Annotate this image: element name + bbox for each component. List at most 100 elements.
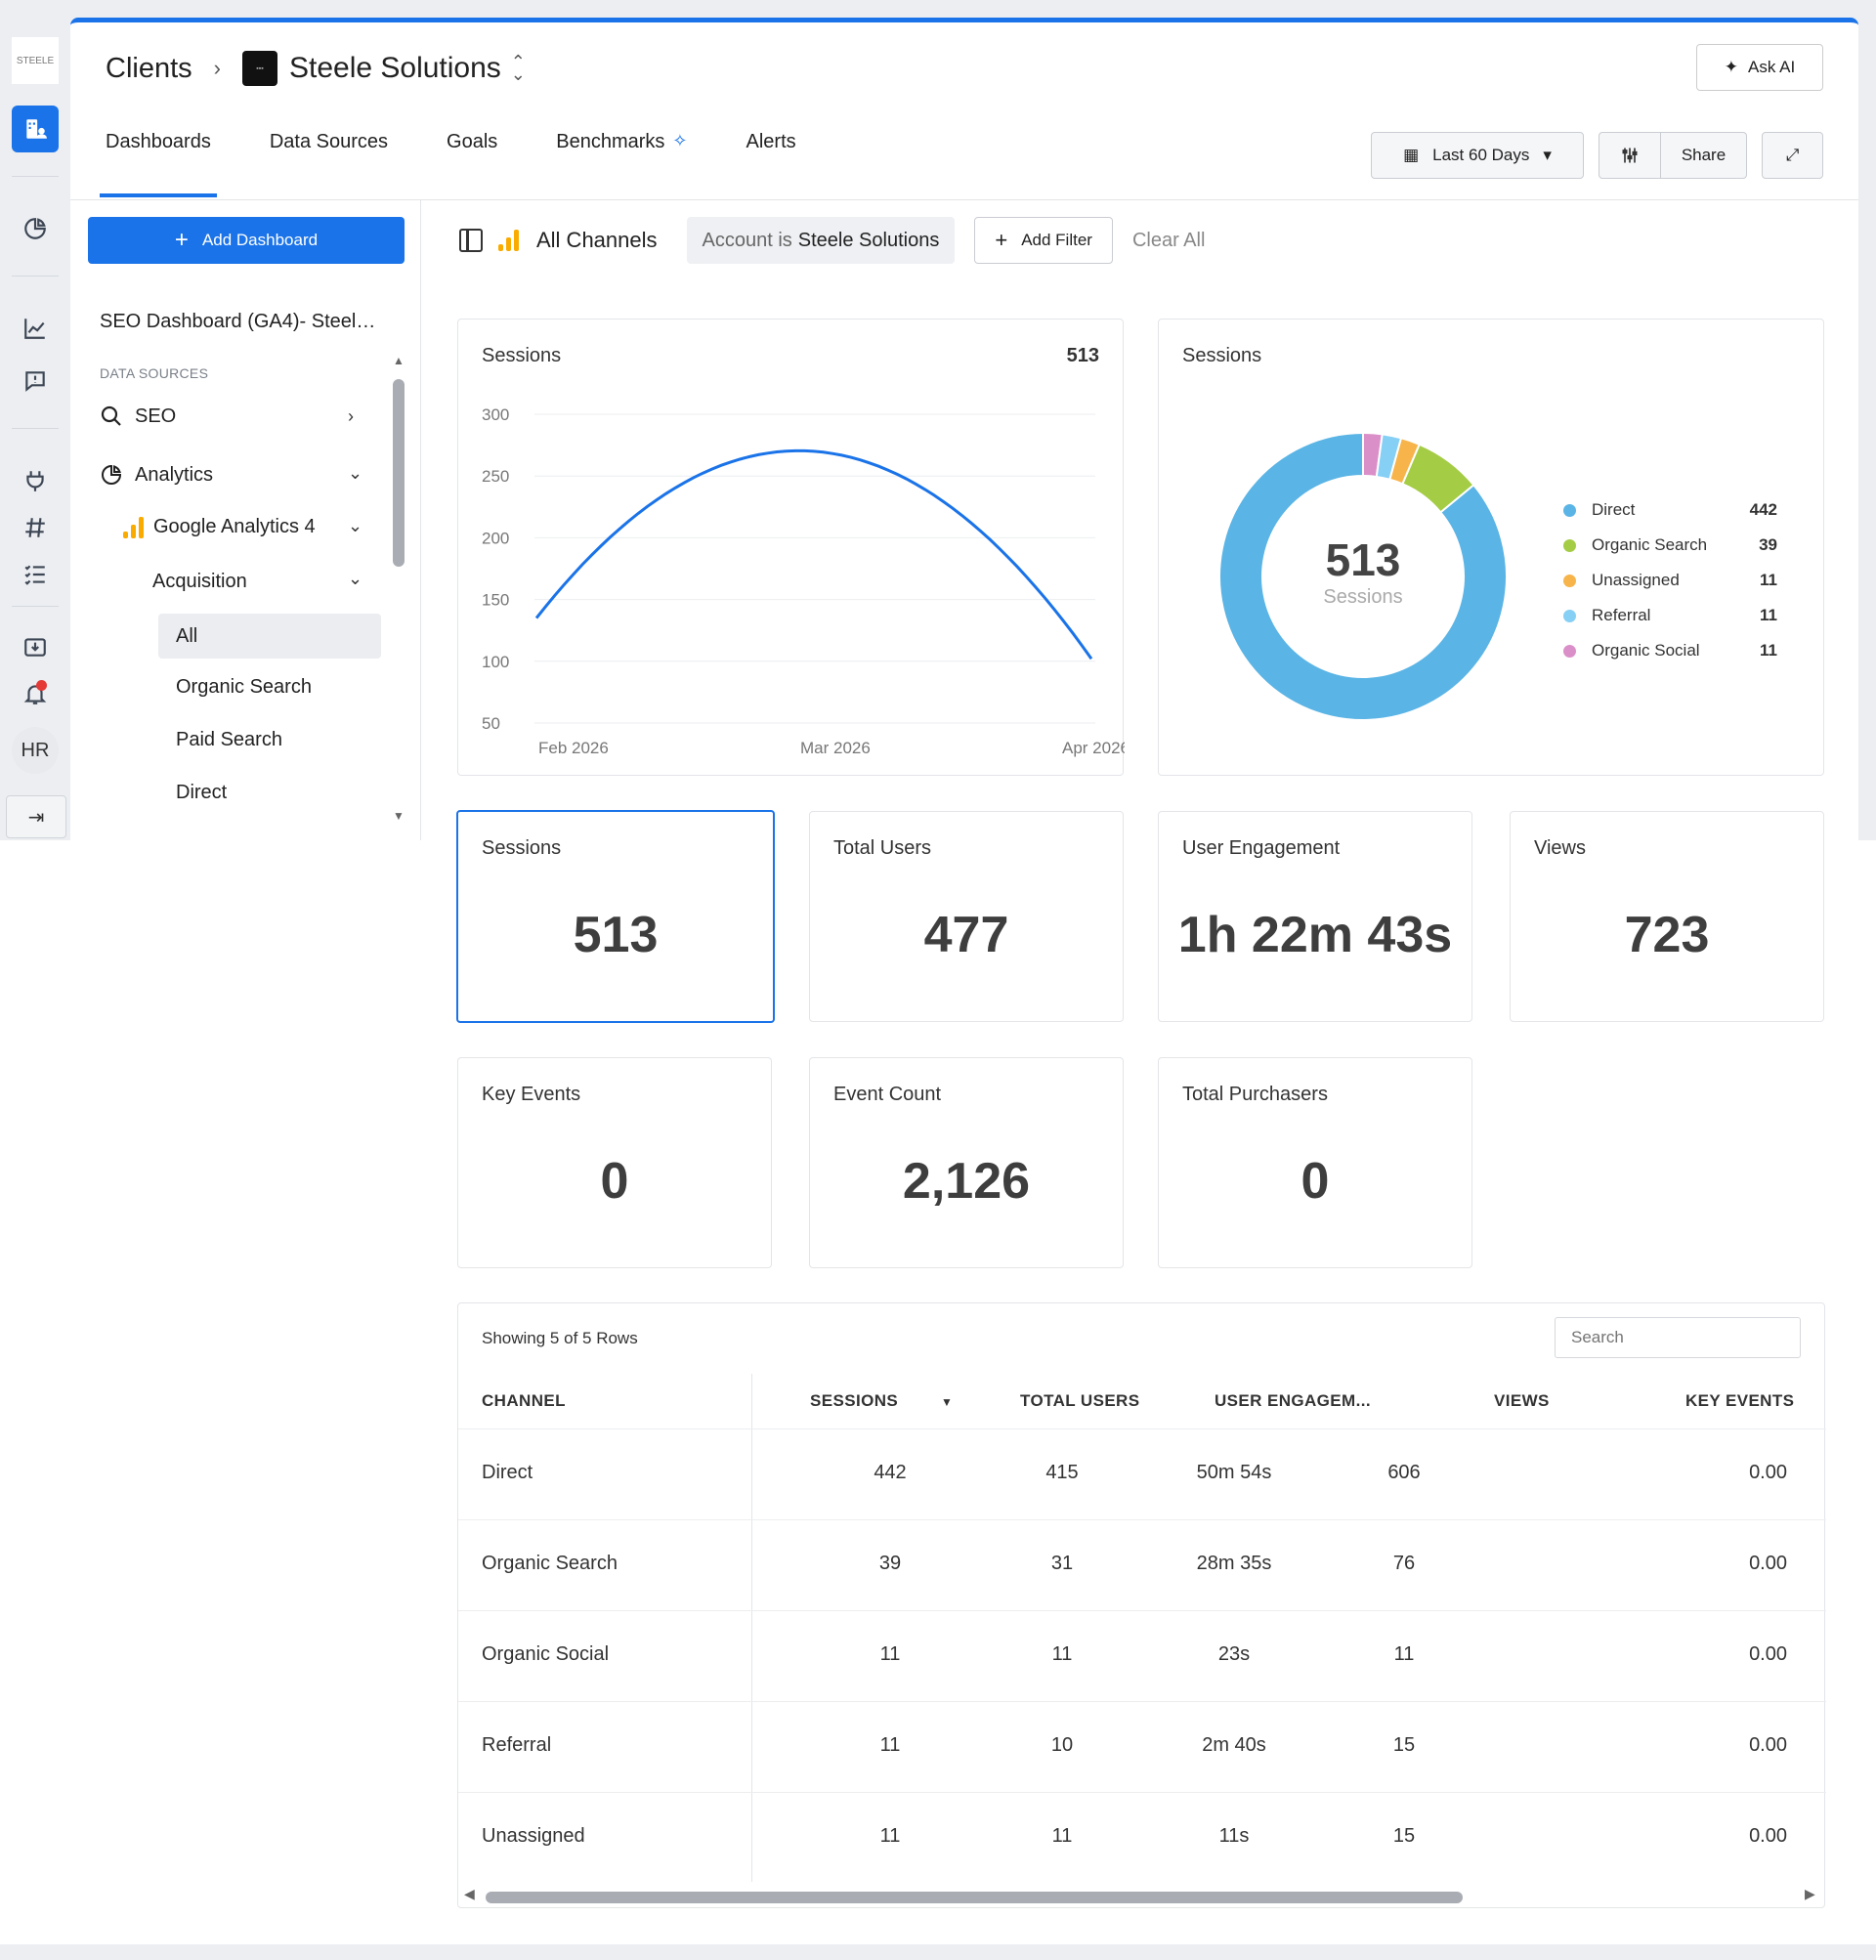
settings-sliders-button[interactable] (1599, 132, 1661, 179)
account-filter-chip[interactable]: Account is Steele Solutions (686, 217, 956, 264)
add-filter-button[interactable]: + Add Filter (974, 217, 1113, 264)
chevron-down-icon[interactable]: ⌄ (348, 516, 363, 535)
table-row[interactable]: Unassigned 11 11 11s 15 0.00 (458, 1792, 1826, 1883)
nav-acquisition[interactable]: Acquisition (152, 571, 247, 593)
column-header-user-engagement[interactable]: USER ENGAGEM... (1215, 1391, 1371, 1410)
table-row[interactable]: Organic Social 11 11 23s 11 0.00 (458, 1610, 1826, 1701)
metric-value: 513 (573, 907, 659, 963)
breadcrumb-clients[interactable]: Clients (106, 52, 192, 84)
chevron-right-icon[interactable]: › (348, 406, 354, 426)
table-row[interactable]: Referral 11 10 2m 40s 15 0.00 (458, 1701, 1826, 1792)
tab-goals[interactable]: Goals (447, 131, 497, 199)
star-sparkle-icon: ✧ (672, 131, 688, 150)
date-range-label: Last 60 Days (1432, 146, 1530, 164)
checklist-icon[interactable] (12, 551, 59, 598)
legend-dot (1563, 609, 1576, 622)
metric-views[interactable]: Views 723 (1510, 811, 1824, 1022)
nav-analytics[interactable]: Analytics (100, 463, 213, 487)
chevron-down-icon[interactable]: ⌄ (348, 463, 363, 483)
nav-item-direct[interactable]: Direct (176, 782, 227, 804)
table-cell: 11 (1051, 1643, 1073, 1665)
avatar[interactable]: HR (12, 727, 59, 774)
scroll-left-icon[interactable]: ◀ (464, 1886, 475, 1901)
legend-item[interactable]: Unassigned 11 (1563, 563, 1777, 598)
tab-benchmarks[interactable]: Benchmarks ✧ (556, 131, 687, 199)
table-horizontal-scrollbar[interactable] (486, 1892, 1463, 1903)
legend-item[interactable]: Referral 11 (1563, 598, 1777, 633)
scroll-down-icon[interactable]: ▼ (393, 809, 405, 823)
plug-icon[interactable] (12, 457, 59, 504)
legend-label: Referral (1592, 606, 1651, 624)
metric-total-users[interactable]: Total Users 477 (809, 811, 1124, 1022)
legend-label: Organic Social (1592, 641, 1700, 660)
nav-item-paid-search[interactable]: Paid Search (176, 729, 282, 751)
tab-label: Goals (447, 131, 498, 152)
sidebar-scrollbar[interactable] (393, 379, 405, 567)
sort-desc-icon[interactable]: ▼ (941, 1395, 954, 1409)
column-header-sessions[interactable]: SESSIONS (810, 1391, 899, 1410)
sort-updown-icon[interactable]: ⌃ ⌄ (510, 52, 526, 84)
date-range-button[interactable]: ▦ Last 60 Days ▾ (1371, 132, 1584, 179)
column-header-total-users[interactable]: TOTAL USERS (1020, 1391, 1140, 1410)
bell-icon[interactable] (12, 670, 59, 717)
sliders-icon (1622, 148, 1638, 163)
tab-label: Benchmarks (556, 131, 665, 152)
expand-icon[interactable]: ⤢ (1762, 132, 1823, 179)
tab-data-sources[interactable]: Data Sources (270, 131, 388, 199)
client-name[interactable]: Steele Solutions (288, 52, 501, 84)
tab-label: Data Sources (269, 131, 389, 152)
donut-slice-direct[interactable] (1218, 431, 1508, 721)
nav-ga4[interactable]: Google Analytics 4 (123, 516, 316, 538)
metric-title: Key Events (482, 1084, 581, 1105)
metric-user-engagement[interactable]: User Engagement 1h 22m 43s (1158, 811, 1472, 1022)
clear-all-link[interactable]: Clear All (1131, 229, 1206, 251)
legend-item[interactable]: Direct 442 (1563, 492, 1777, 528)
collapse-icon[interactable]: ⇥ (6, 795, 66, 838)
nav-item-all[interactable]: All (158, 614, 381, 659)
scroll-right-icon[interactable]: ▶ (1805, 1886, 1815, 1901)
metric-sessions[interactable]: Sessions 513 (456, 810, 775, 1023)
pie-chart-icon (102, 464, 122, 485)
nav-all-label: All (176, 624, 198, 647)
nav-item-organic-search[interactable]: Organic Search (176, 676, 312, 699)
google-analytics-icon (498, 230, 519, 251)
table-row[interactable]: Organic Search 39 31 28m 35s 76 0.00 (458, 1519, 1826, 1610)
table-row[interactable]: Direct 442 415 50m 54s 606 0.00 (458, 1428, 1826, 1519)
legend-dot (1563, 644, 1576, 658)
metric-key-events[interactable]: Key Events 0 (457, 1057, 772, 1268)
column-header-channel[interactable]: CHANNEL (482, 1391, 566, 1410)
legend-item[interactable]: Organic Social 11 (1563, 633, 1777, 668)
tab-alerts[interactable]: Alerts (746, 131, 796, 199)
sessions-line-widget[interactable]: Sessions 513 300 250 200 150 100 50 Feb 2026 Ma… (457, 319, 1125, 776)
feedback-icon[interactable] (12, 358, 59, 405)
company-logo[interactable]: STEELE (12, 37, 59, 84)
tab-dashboards[interactable]: Dashboards (100, 131, 217, 199)
metric-total-purchasers[interactable]: Total Purchasers 0 (1158, 1057, 1472, 1268)
x-tick-label: Feb 2026 (538, 739, 609, 757)
pie-chart-icon[interactable] (12, 205, 59, 252)
inbox-download-icon[interactable] (12, 623, 59, 670)
sidebar-toggle-icon[interactable] (459, 229, 483, 252)
dashboard-name[interactable]: SEO Dashboard (GA4)- Steel… (100, 311, 376, 332)
column-header-key-events[interactable]: KEY EVENTS (1685, 1391, 1795, 1410)
table-cell: 11 (1051, 1825, 1073, 1847)
clients-icon[interactable] (12, 106, 59, 152)
line-chart-icon[interactable] (12, 305, 59, 352)
table-cell: 442 (874, 1462, 907, 1483)
metric-event-count[interactable]: Event Count 2,126 (809, 1057, 1124, 1268)
calendar-icon: ▦ (1403, 146, 1420, 164)
add-dashboard-button[interactable]: + Add Dashboard (88, 217, 405, 264)
chevron-down-icon[interactable]: ⌄ (348, 569, 363, 588)
table-cell: 28m 35s (1196, 1553, 1272, 1574)
channel-selector[interactable]: All Channels (536, 228, 658, 252)
scroll-up-icon[interactable]: ▲ (393, 354, 405, 367)
table-search-input[interactable] (1555, 1317, 1801, 1358)
share-button[interactable]: Share (1660, 132, 1747, 179)
donut-chart (1218, 431, 1508, 721)
legend-item[interactable]: Organic Search 39 (1563, 528, 1777, 563)
hash-icon[interactable] (12, 504, 59, 551)
ask-ai-button[interactable]: ✦ Ask AI (1696, 44, 1823, 91)
column-header-views[interactable]: VIEWS (1494, 1391, 1550, 1410)
nav-seo[interactable]: SEO (100, 405, 176, 428)
legend-label: Direct (1592, 500, 1636, 519)
